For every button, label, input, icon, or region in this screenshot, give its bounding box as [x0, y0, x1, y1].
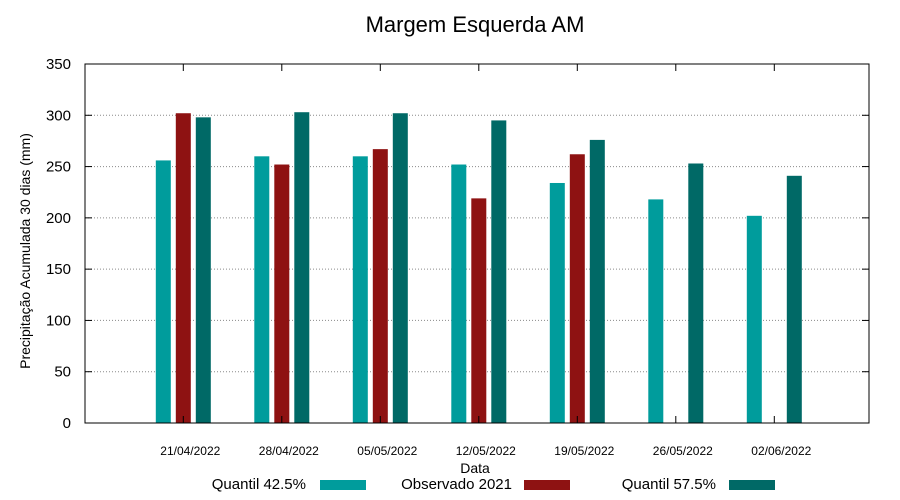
bar [294, 112, 310, 424]
y-axis-label: Precipitação Acumulada 30 dias (mm) [17, 133, 33, 369]
legend: Quantil 42.5% Observado 2021 Quantil 57.5% [212, 476, 775, 493]
legend-label: Quantil 57.5% [622, 476, 716, 493]
y-tick-label: 350 [46, 56, 71, 73]
x-tick-label: 05/05/2022 [357, 444, 417, 458]
bar [471, 198, 487, 423]
legend-label: Observado 2021 [401, 476, 512, 493]
chart-title: Margem Esquerda AM [366, 12, 585, 37]
bar [274, 164, 290, 423]
legend-label: Quantil 42.5% [212, 476, 306, 493]
plot-frame [84, 63, 870, 424]
x-tick-label: 12/05/2022 [456, 444, 516, 458]
legend-swatch [320, 480, 366, 490]
bar [195, 117, 211, 423]
x-tick-label: 21/04/2022 [160, 444, 220, 458]
bar [786, 175, 802, 423]
bars [155, 112, 802, 424]
y-tick-label: 150 [46, 261, 71, 278]
bar [491, 120, 507, 424]
legend-swatch [524, 480, 570, 490]
bar [392, 113, 408, 423]
x-tick-label: 02/06/2022 [751, 444, 811, 458]
bar [254, 156, 270, 424]
bar [648, 199, 664, 423]
y-tick-label: 100 [46, 312, 71, 329]
axes: 0 50 100 150 200 250 300 350 21/04/2022 28/04/202… [46, 56, 869, 458]
bar [569, 154, 585, 423]
y-tick-label: 50 [54, 364, 71, 381]
y-tick-label: 200 [46, 210, 71, 227]
x-tick-label: 28/04/2022 [259, 444, 319, 458]
bar [451, 164, 467, 423]
bar [589, 139, 605, 423]
y-tick-label: 0 [63, 415, 71, 432]
x-tick-label: 26/05/2022 [653, 444, 713, 458]
x-tick-label: 19/05/2022 [554, 444, 614, 458]
bar [746, 215, 762, 423]
y-tick-label: 250 [46, 159, 71, 176]
legend-swatch [729, 480, 775, 490]
bar [688, 163, 704, 423]
y-tick-label: 300 [46, 107, 71, 124]
bar [549, 182, 565, 423]
bar [155, 160, 171, 423]
bar [372, 149, 388, 424]
bar [175, 113, 191, 423]
x-axis-label: Data [460, 460, 490, 476]
bar [352, 156, 368, 424]
